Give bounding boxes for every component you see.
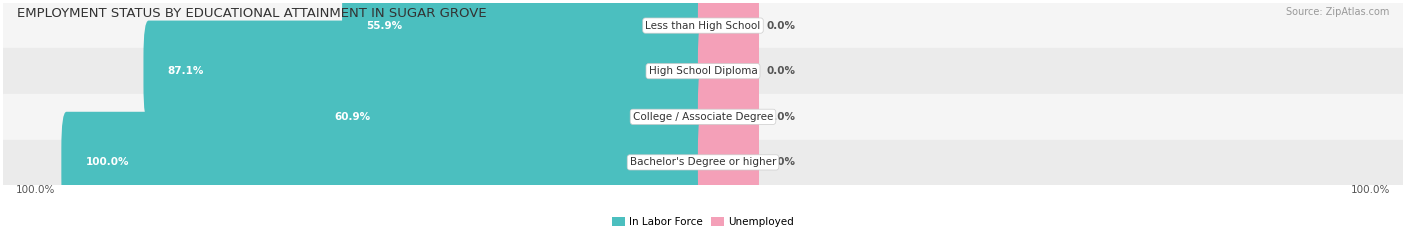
Bar <box>3 94 1403 140</box>
Text: 0.0%: 0.0% <box>766 66 796 76</box>
Text: 100.0%: 100.0% <box>15 185 55 195</box>
FancyBboxPatch shape <box>342 0 709 76</box>
Text: 100.0%: 100.0% <box>1351 185 1391 195</box>
FancyBboxPatch shape <box>697 112 759 213</box>
FancyBboxPatch shape <box>697 0 759 76</box>
Text: Source: ZipAtlas.com: Source: ZipAtlas.com <box>1285 7 1389 17</box>
FancyBboxPatch shape <box>311 66 709 167</box>
Legend: In Labor Force, Unemployed: In Labor Force, Unemployed <box>609 213 797 231</box>
FancyBboxPatch shape <box>143 21 709 122</box>
FancyBboxPatch shape <box>62 112 709 213</box>
Bar <box>3 3 1403 48</box>
Text: EMPLOYMENT STATUS BY EDUCATIONAL ATTAINMENT IN SUGAR GROVE: EMPLOYMENT STATUS BY EDUCATIONAL ATTAINM… <box>17 7 486 20</box>
Text: 0.0%: 0.0% <box>766 158 796 167</box>
Text: Less than High School: Less than High School <box>645 21 761 31</box>
Text: Bachelor's Degree or higher: Bachelor's Degree or higher <box>630 158 776 167</box>
Bar <box>3 48 1403 94</box>
Text: 0.0%: 0.0% <box>766 21 796 31</box>
Text: College / Associate Degree: College / Associate Degree <box>633 112 773 122</box>
Bar <box>3 140 1403 185</box>
FancyBboxPatch shape <box>697 66 759 167</box>
Text: High School Diploma: High School Diploma <box>648 66 758 76</box>
Text: 55.9%: 55.9% <box>366 21 402 31</box>
Text: 100.0%: 100.0% <box>86 158 129 167</box>
Text: 87.1%: 87.1% <box>167 66 204 76</box>
Text: 0.0%: 0.0% <box>766 112 796 122</box>
Text: 60.9%: 60.9% <box>335 112 371 122</box>
FancyBboxPatch shape <box>697 21 759 122</box>
